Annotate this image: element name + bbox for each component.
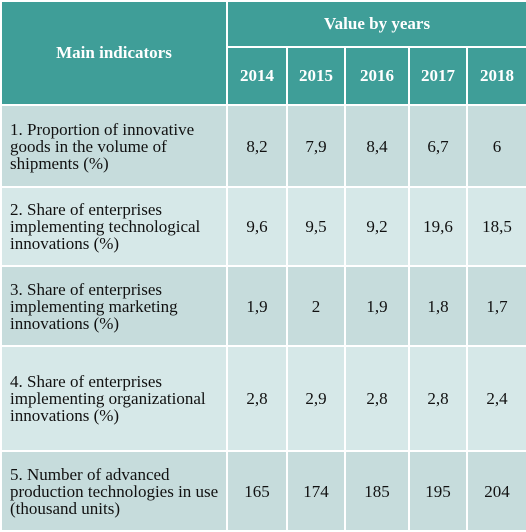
value-cell-2017: 1,8: [408, 265, 468, 347]
value-cell-2016: 8,4: [344, 104, 410, 188]
value-cell-2014: 2,8: [226, 345, 288, 452]
value-cell-2018: 18,5: [465, 186, 526, 267]
header-main-indicators: Main indicators: [0, 0, 228, 106]
value-cell-2018: 6: [465, 104, 526, 188]
value-cell-2017: 2,8: [408, 345, 468, 452]
value-cell-2014: 165: [226, 450, 288, 532]
value-cell-2018: 1,7: [465, 265, 526, 347]
value-cell-2016: 2,8: [344, 345, 410, 452]
value-cell-2017: 6,7: [408, 104, 468, 188]
table-row: 1. Proportion of innovative goods in the…: [0, 104, 526, 188]
indicator-cell: 3. Share of enterprises implementing mar…: [0, 265, 228, 347]
header-year-2014: 2014: [226, 46, 288, 106]
value-cell-2015: 7,9: [286, 104, 346, 188]
value-cell-2017: 195: [408, 450, 468, 532]
indicator-cell: 2. Share of enterprises implementing tec…: [0, 186, 228, 267]
value-cell-2014: 8,2: [226, 104, 288, 188]
value-cell-2018: 204: [465, 450, 526, 532]
table-row: 4. Share of enterprises implementing org…: [0, 345, 526, 452]
value-cell-2014: 1,9: [226, 265, 288, 347]
indicator-cell: 1. Proportion of innovative goods in the…: [0, 104, 228, 188]
header-year-2016: 2016: [344, 46, 410, 106]
header-year-2015: 2015: [286, 46, 346, 106]
value-cell-2015: 174: [286, 450, 346, 532]
value-cell-2016: 1,9: [344, 265, 410, 347]
table-row: 2. Share of enterprises implementing tec…: [0, 186, 526, 267]
value-cell-2018: 2,4: [465, 345, 526, 452]
table-row: 3. Share of enterprises implementing mar…: [0, 265, 526, 347]
value-cell-2016: 9,2: [344, 186, 410, 267]
indicator-cell: 5. Number of advanced production technol…: [0, 450, 228, 532]
table-row: 5. Number of advanced production technol…: [0, 450, 526, 532]
value-cell-2017: 19,6: [408, 186, 468, 267]
header-value-by-years: Value by years: [225, 0, 526, 48]
indicator-cell: 4. Share of enterprises implementing org…: [0, 345, 228, 452]
value-cell-2014: 9,6: [226, 186, 288, 267]
value-cell-2015: 2: [286, 265, 346, 347]
value-cell-2015: 2,9: [286, 345, 346, 452]
value-cell-2015: 9,5: [286, 186, 346, 267]
header-year-2018: 2018: [465, 46, 526, 106]
value-cell-2016: 185: [344, 450, 410, 532]
header-year-2017: 2017: [408, 46, 468, 106]
